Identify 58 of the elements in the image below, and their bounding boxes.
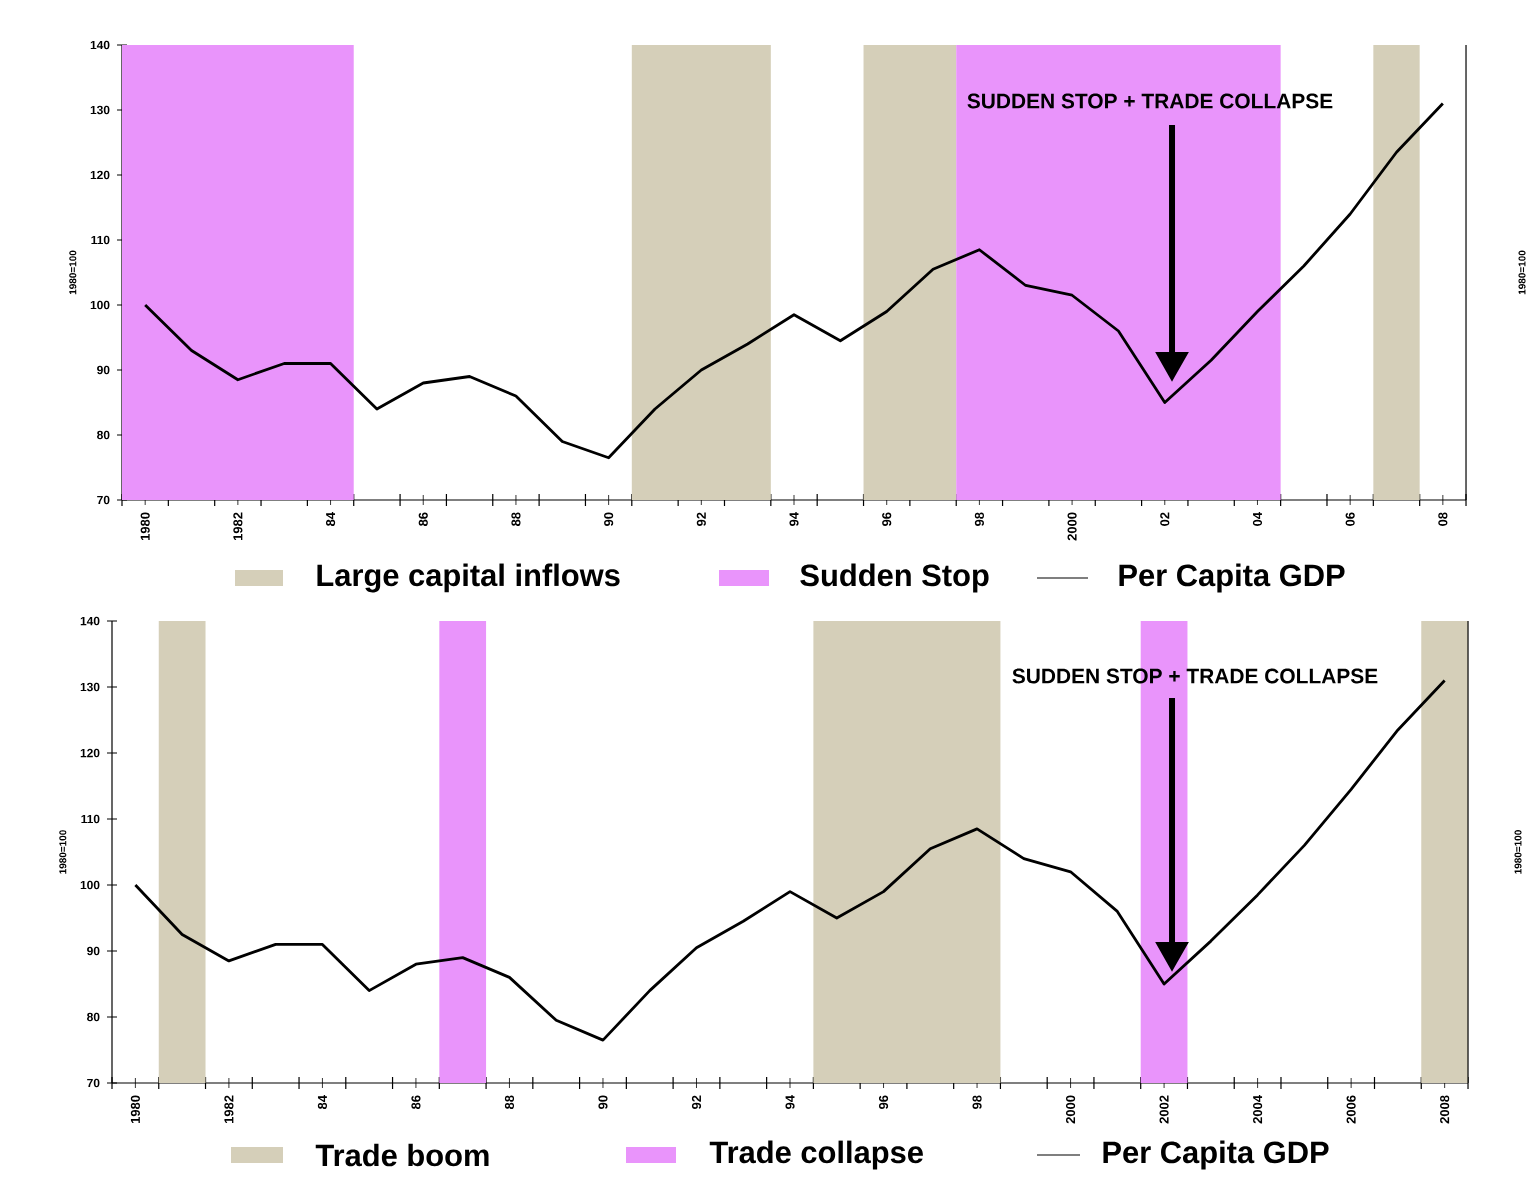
- x-tick-label: 84: [317, 1095, 327, 1110]
- x-tick-label: 94: [789, 512, 799, 526]
- x-tick-label: 98: [972, 1095, 982, 1110]
- x-tick-label: 92: [691, 1095, 702, 1110]
- annotation: SUDDEN STOP + TRADE COLLAPSE: [1012, 668, 1378, 684]
- x-tick-label: 84: [325, 512, 336, 527]
- x-tick-label: 04: [1252, 512, 1263, 526]
- x-tick-label: 90: [598, 1095, 608, 1110]
- y-tick-label: 140: [90, 40, 110, 50]
- y-tick-label: 100: [90, 300, 110, 310]
- x-tick-label: 2008: [1440, 1095, 1450, 1124]
- y-tick-label: 120: [80, 748, 100, 758]
- y-tick-label: 130: [80, 682, 100, 692]
- legend-label: Trade collapse: [709, 1140, 923, 1170]
- y-axis-title: 1980=100: [59, 830, 67, 874]
- x-tick-label: 96: [882, 512, 892, 526]
- y-tick-label: 130: [90, 105, 110, 115]
- x-tick-label: 06: [1345, 512, 1355, 526]
- y-tick-label: 70: [97, 495, 110, 505]
- x-tick-label: 2006: [1346, 1095, 1356, 1124]
- legend-label: Per Capita GDP: [1119, 563, 1345, 593]
- y-tick-label: 100: [80, 880, 100, 890]
- y-tick-label: 90: [97, 365, 110, 375]
- x-tick-label: 02: [1160, 512, 1170, 526]
- y-tick-label: 90: [87, 946, 100, 956]
- y-tick-label: 80: [97, 430, 110, 440]
- x-tick-label: 96: [878, 1095, 889, 1110]
- x-tick-label: 94: [785, 1095, 795, 1110]
- x-tick-label: 2002: [1159, 1095, 1169, 1124]
- y-tick-label: 140: [80, 616, 100, 626]
- x-tick-label: 08: [1438, 512, 1448, 526]
- y-tick-label: 110: [91, 235, 110, 245]
- x-tick-label: 2000: [1067, 512, 1077, 541]
- y2-axis-title: 1980=100: [1514, 830, 1522, 874]
- x-tick-label: 88: [511, 512, 521, 527]
- x-tick-label: 86: [411, 1095, 421, 1110]
- x-tick-label: 1980: [140, 512, 150, 541]
- x-tick-label: 88: [504, 1095, 515, 1110]
- x-tick-label: 86: [418, 512, 428, 527]
- x-tick-label: 2000: [1065, 1095, 1076, 1124]
- y-tick-label: 70: [87, 1078, 100, 1088]
- x-tick-label: 92: [696, 512, 706, 526]
- legend-label: Large capital inflows: [317, 563, 620, 593]
- x-tick-label: 1982: [233, 512, 243, 541]
- y-tick-label: 80: [87, 1012, 100, 1022]
- legend-label: Trade boom: [315, 1143, 489, 1167]
- x-tick-label: 98: [974, 512, 984, 526]
- annotation: SUDDEN STOP + TRADE COLLAPSE: [967, 93, 1333, 109]
- x-tick-label: 1980: [130, 1095, 140, 1124]
- x-tick-label: 1982: [224, 1095, 234, 1124]
- x-tick-label: 2004: [1253, 1095, 1263, 1124]
- y2-axis-title: 1980=100: [1518, 250, 1526, 295]
- y-tick-label: 120: [90, 170, 110, 180]
- y-axis-title: 1980=100: [69, 250, 77, 295]
- legend-label: Sudden Stop: [800, 563, 989, 593]
- x-tick-label: 90: [604, 512, 614, 526]
- y-tick-label: 110: [81, 814, 100, 824]
- legend-label: Per Capita GDP: [1103, 1140, 1329, 1170]
